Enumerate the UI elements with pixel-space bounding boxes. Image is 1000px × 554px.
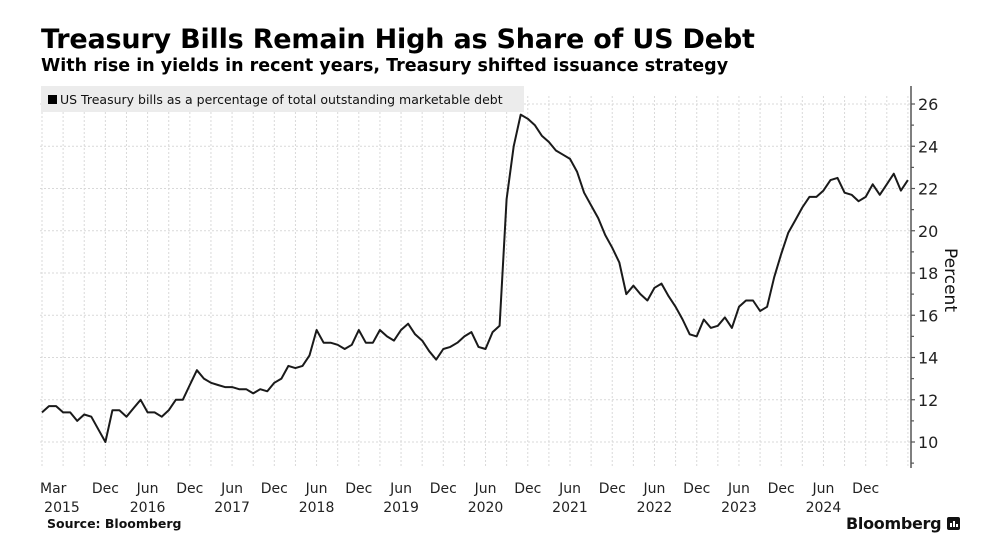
x-tick-label: Jun [136,481,159,497]
x-tick-year-label: 2023 [721,500,757,516]
chart-subtitle: With rise in yields in recent years, Tre… [41,56,729,76]
x-tick-label: Jun [812,481,835,497]
y-tick-label: 22 [918,180,938,199]
vertical-gridlines [41,96,909,468]
x-tick-label: Dec [345,481,372,497]
x-tick-label: Jun [474,481,497,497]
x-tick-year-label: 2021 [552,500,588,516]
x-tick-year-label: 2017 [214,500,250,516]
y-tick-label: 14 [918,349,938,368]
x-tick-label: Dec [852,481,879,497]
x-tick-label: Dec [514,481,541,497]
x-tick-label: Dec [599,481,626,497]
x-tick-year-label: 2022 [637,500,673,516]
x-tick-label: Dec [683,481,710,497]
x-tick-label: Jun [389,481,412,497]
brand-name: Bloomberg [846,514,942,533]
x-tick-label: Dec [430,481,457,497]
y-tick-label: 20 [918,222,938,241]
x-tick-year-label: 2016 [130,500,166,516]
x-tick-label: Dec [92,481,119,497]
x-tick-label: Dec [261,481,288,497]
y-tick-label: 12 [918,391,938,410]
x-axis: Mar 2015 Dec Jun 2016 Dec Jun 2017 Dec Jun 2018 Dec… [40,481,879,516]
y-axis-label: Percent [940,248,960,312]
legend-swatch [48,94,57,104]
bloomberg-chart-icon [947,517,961,530]
x-tick-label: Jun [727,481,750,497]
x-tick-label: Jun [220,481,243,497]
source-note: Source: Bloomberg [47,516,182,531]
x-tick-label: Dec [768,481,795,497]
y-tick-label: 10 [918,433,938,452]
y-tick-label: 16 [918,306,938,325]
x-tick-year-label: 2015 [44,500,80,516]
x-tick-year-label: 2020 [468,500,504,516]
x-tick-label: Mar [40,481,67,497]
x-tick-label: Jun [305,481,328,497]
y-tick-label: 18 [918,264,938,283]
x-tick-label: Jun [643,481,666,497]
y-tick-label: 24 [918,137,938,156]
series-line [41,113,909,443]
legend: US Treasury bills as a percentage of tot… [41,86,524,112]
y-axis: 10 12 14 16 18 20 22 24 26 [910,86,938,468]
x-tick-year-label: 2019 [383,500,419,516]
legend-label: US Treasury bills as a percentage of tot… [60,91,503,107]
x-tick-year-label: 2024 [806,500,842,516]
x-tick-label: Jun [558,481,581,497]
brand-logo: Bloomberg [846,514,961,533]
series-group [41,113,909,443]
y-tick-label: 26 [918,95,938,114]
horizontal-gridlines [40,103,911,443]
chart-title: Treasury Bills Remain High as Share of U… [41,24,755,55]
x-tick-label: Dec [176,481,203,497]
x-tick-year-label: 2018 [299,500,335,516]
